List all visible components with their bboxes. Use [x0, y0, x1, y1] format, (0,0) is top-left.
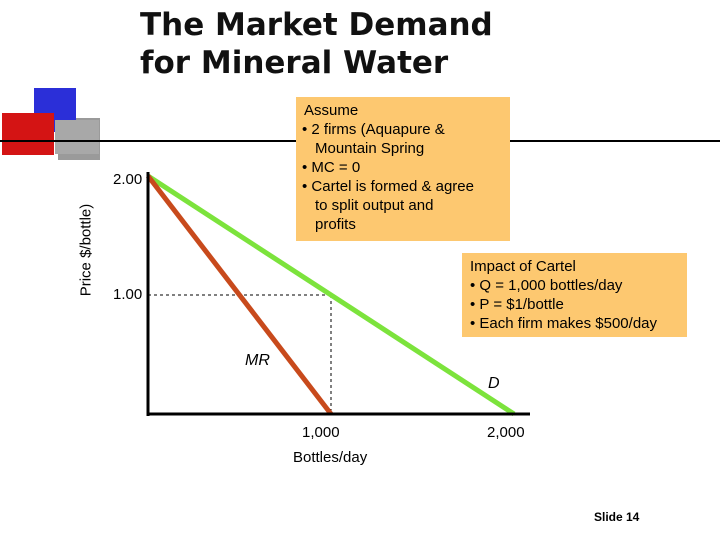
assumption-item: • MC = 0: [302, 159, 361, 176]
impact-item: • Q = 1,000 bottles/day: [470, 277, 623, 294]
cartel-impact-box: Impact of Cartel • Q = 1,000 bottles/day…: [462, 253, 687, 337]
x-axis-label: Bottles/day: [293, 449, 368, 466]
assumption-item: to split output and: [315, 197, 434, 214]
y-axis-label: Price $/bottle): [77, 203, 95, 297]
assumption-item: profits: [315, 216, 356, 233]
assumption-item: Mountain Spring: [315, 140, 425, 157]
logo-gray-block-inner: [55, 120, 99, 154]
x-tick-label: 2,000: [487, 424, 525, 441]
assumption-item: • 2 firms (Aquapure &: [302, 121, 445, 138]
assumptions-heading: Assume: [304, 102, 359, 119]
slide-logo: [2, 88, 100, 160]
impact-item: • Each firm makes $500/day: [470, 315, 658, 332]
y-tick-label: 2.00: [113, 171, 143, 188]
impact-item: • P = $1/bottle: [470, 296, 564, 313]
impact-list: Impact of Cartel • Q = 1,000 bottles/day…: [462, 253, 687, 333]
demand-curve-label: D: [488, 375, 500, 392]
impact-heading: Impact of Cartel: [470, 258, 576, 275]
slide-number: Slide 14: [594, 510, 640, 524]
mr-curve: [146, 174, 333, 416]
assumptions-box: Assume • 2 firms (Aquapure & Mountain Sp…: [296, 97, 510, 241]
logo-red-block: [2, 113, 54, 155]
y-tick-label: 1.00: [113, 286, 143, 303]
x-tick-label: 1,000: [302, 424, 340, 441]
demand-curve: [146, 173, 516, 417]
assumptions-list: • 2 firms (Aquapure & Mountain Spring • …: [296, 120, 510, 234]
mr-curve-label: MR: [245, 352, 270, 369]
assumption-item: • Cartel is formed & agree: [302, 178, 474, 195]
slide-title: The Market Demand for Mineral Water: [140, 7, 493, 81]
